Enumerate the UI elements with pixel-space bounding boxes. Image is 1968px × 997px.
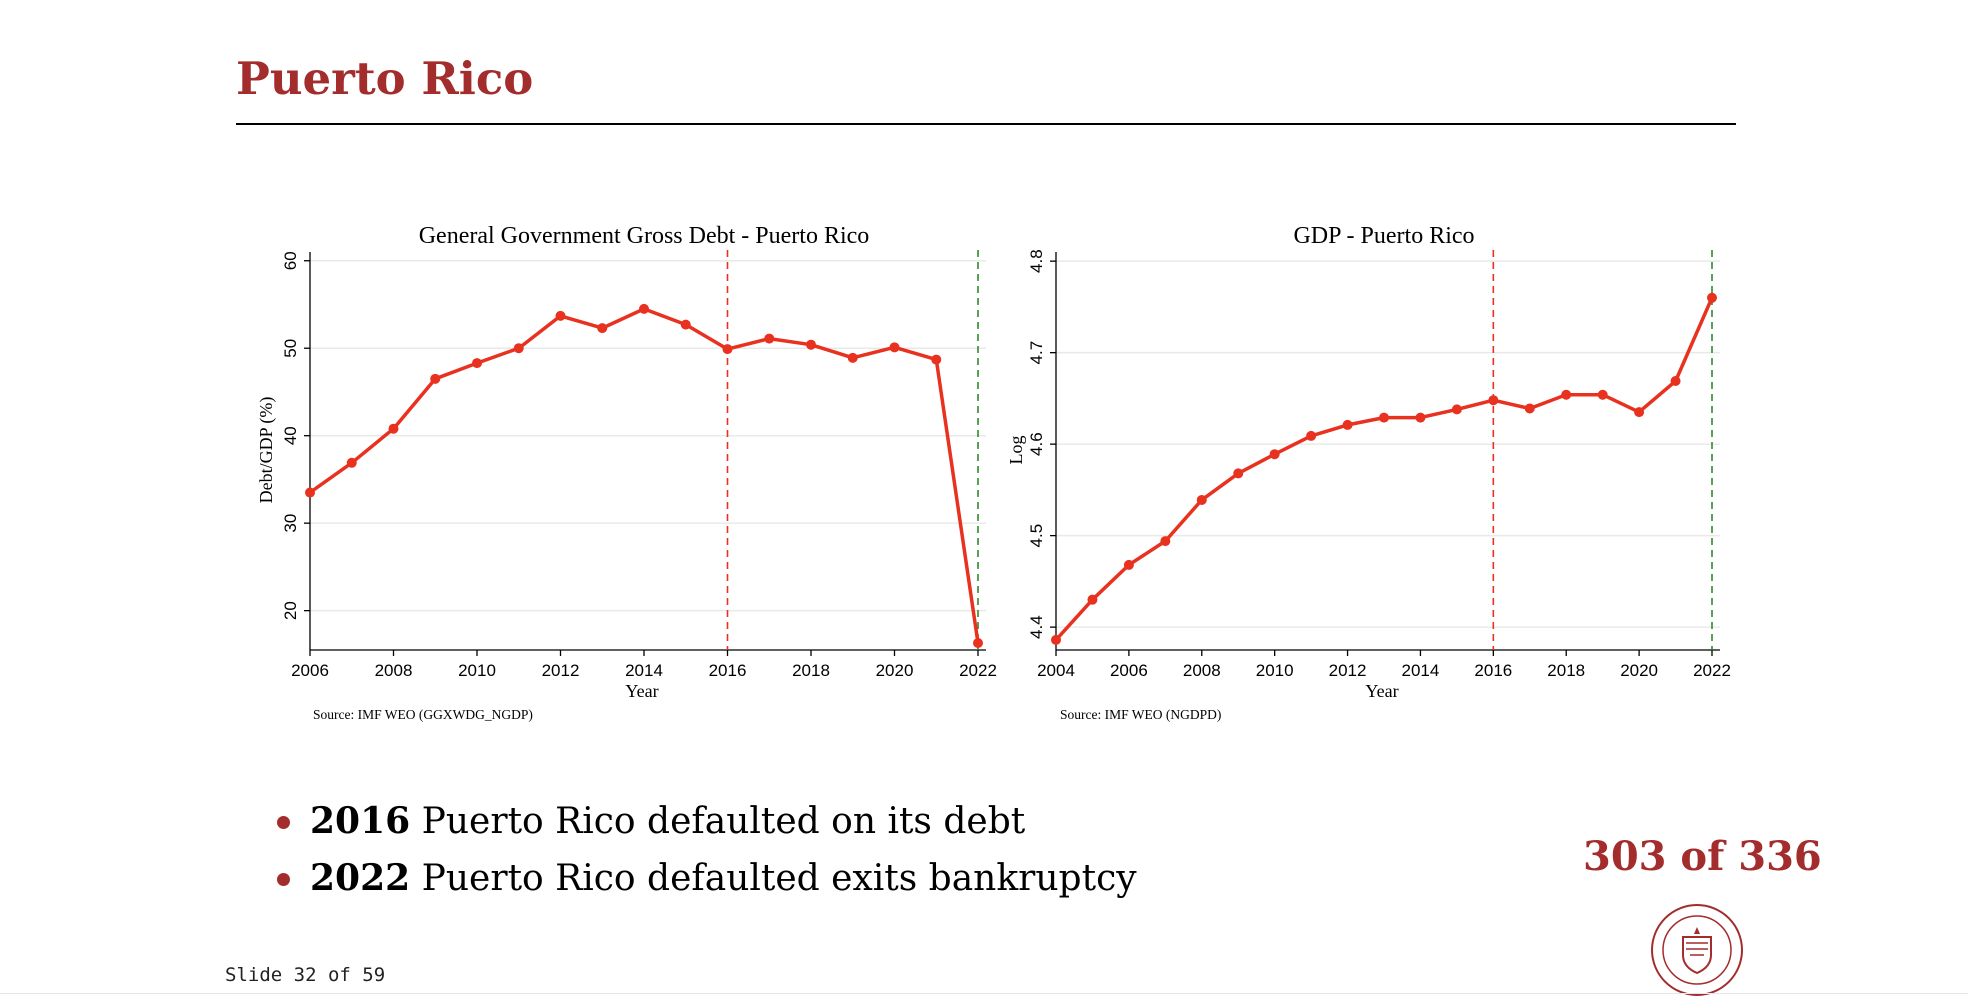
chart-title: GDP - Puerto Rico bbox=[1293, 223, 1474, 249]
x-tick-label: 2012 bbox=[1329, 661, 1367, 680]
chart-title: General Government Gross Debt - Puerto R… bbox=[419, 223, 870, 249]
data-point bbox=[1160, 536, 1171, 547]
data-point bbox=[1306, 430, 1317, 441]
data-point bbox=[472, 358, 482, 369]
source-note: Source: IMF WEO (GGXWDG_NGDP) bbox=[313, 707, 533, 722]
data-point bbox=[305, 487, 315, 498]
x-tick-label: 2020 bbox=[876, 661, 914, 680]
y-tick-label: 30 bbox=[281, 514, 300, 533]
data-point bbox=[1670, 376, 1681, 387]
y-tick-label: 4.8 bbox=[1027, 249, 1046, 273]
slide-title: Puerto Rico bbox=[236, 52, 534, 105]
y-axis-label: Log bbox=[1006, 436, 1026, 465]
bullet-text: Puerto Rico defaulted exits bankruptcy bbox=[410, 858, 1137, 899]
data-point bbox=[847, 352, 858, 363]
bullet-list: 2016 Puerto Rico defaulted on its debt 2… bbox=[272, 793, 1137, 907]
university-seal-icon bbox=[1651, 904, 1743, 996]
data-point bbox=[346, 457, 357, 468]
x-tick-label: 2014 bbox=[625, 661, 663, 680]
x-tick-label: 2022 bbox=[959, 661, 997, 680]
data-point bbox=[1233, 468, 1244, 479]
series-line bbox=[1054, 296, 1714, 642]
x-tick-label: 2008 bbox=[375, 661, 413, 680]
data-point bbox=[597, 323, 608, 334]
y-tick-label: 40 bbox=[281, 426, 300, 445]
slide-number: Slide 32 of 59 bbox=[225, 964, 386, 986]
x-tick-label: 2020 bbox=[1620, 661, 1658, 680]
x-tick-label: 2018 bbox=[792, 661, 830, 680]
y-axis-label: Debt/GDP (%) bbox=[256, 397, 277, 504]
x-tick-label: 2022 bbox=[1693, 661, 1731, 680]
x-tick-label: 2010 bbox=[1256, 661, 1294, 680]
data-point bbox=[1051, 634, 1061, 645]
data-point bbox=[1415, 412, 1426, 423]
data-point bbox=[931, 354, 942, 365]
y-tick-label: 4.5 bbox=[1027, 524, 1046, 548]
bullet-year: 2022 bbox=[310, 857, 411, 899]
bullet-item: 2016 Puerto Rico defaulted on its debt bbox=[272, 793, 1137, 850]
bullet-text: Puerto Rico defaulted on its debt bbox=[410, 801, 1026, 842]
x-axis-label: Year bbox=[625, 681, 658, 701]
x-tick-label: 2014 bbox=[1402, 661, 1440, 680]
x-tick-label: 2016 bbox=[709, 661, 747, 680]
data-point bbox=[1196, 494, 1207, 505]
data-point bbox=[889, 342, 900, 353]
data-point bbox=[1087, 594, 1098, 605]
x-axis-label: Year bbox=[1365, 681, 1398, 701]
data-point bbox=[722, 344, 733, 355]
bottom-divider bbox=[0, 993, 1968, 994]
page-counter: 303 of 336 bbox=[1583, 833, 1822, 880]
bullet-dot-icon bbox=[277, 816, 290, 829]
x-tick-label: 2004 bbox=[1037, 661, 1075, 680]
data-point bbox=[806, 339, 816, 350]
y-tick-label: 50 bbox=[281, 339, 300, 358]
x-tick-label: 2006 bbox=[1110, 661, 1148, 680]
y-tick-label: 60 bbox=[281, 251, 300, 270]
bullet-dot-icon bbox=[277, 873, 290, 886]
data-point bbox=[764, 333, 775, 344]
x-tick-label: 2018 bbox=[1547, 661, 1585, 680]
data-point bbox=[1488, 395, 1499, 406]
data-point bbox=[388, 423, 399, 434]
title-divider bbox=[236, 123, 1736, 125]
y-tick-label: 4.4 bbox=[1027, 615, 1046, 639]
series-line bbox=[308, 307, 980, 644]
data-point bbox=[1379, 412, 1389, 423]
y-tick-label: 4.7 bbox=[1027, 341, 1046, 365]
data-point bbox=[1707, 292, 1717, 303]
source-note: Source: IMF WEO (NGDPD) bbox=[1060, 707, 1221, 722]
data-point bbox=[639, 303, 649, 314]
data-point bbox=[1342, 419, 1353, 430]
data-point bbox=[1561, 389, 1572, 400]
bullet-item: 2022 Puerto Rico defaulted exits bankrup… bbox=[272, 850, 1137, 907]
data-point bbox=[555, 310, 566, 321]
data-point bbox=[973, 638, 983, 649]
x-tick-label: 2006 bbox=[291, 661, 329, 680]
y-tick-label: 4.6 bbox=[1027, 432, 1046, 456]
data-point bbox=[513, 343, 524, 354]
data-point bbox=[680, 319, 691, 330]
data-point bbox=[430, 373, 441, 384]
x-tick-label: 2016 bbox=[1474, 661, 1512, 680]
data-point bbox=[1123, 559, 1134, 570]
data-point bbox=[1451, 404, 1462, 415]
x-tick-label: 2008 bbox=[1183, 661, 1221, 680]
data-point bbox=[1524, 403, 1535, 414]
bullet-year: 2016 bbox=[310, 800, 411, 842]
data-point bbox=[1269, 449, 1280, 460]
data-point bbox=[1634, 407, 1645, 418]
y-tick-label: 20 bbox=[281, 601, 300, 620]
data-point bbox=[1597, 389, 1608, 400]
x-tick-label: 2012 bbox=[542, 661, 580, 680]
x-tick-label: 2010 bbox=[458, 661, 496, 680]
